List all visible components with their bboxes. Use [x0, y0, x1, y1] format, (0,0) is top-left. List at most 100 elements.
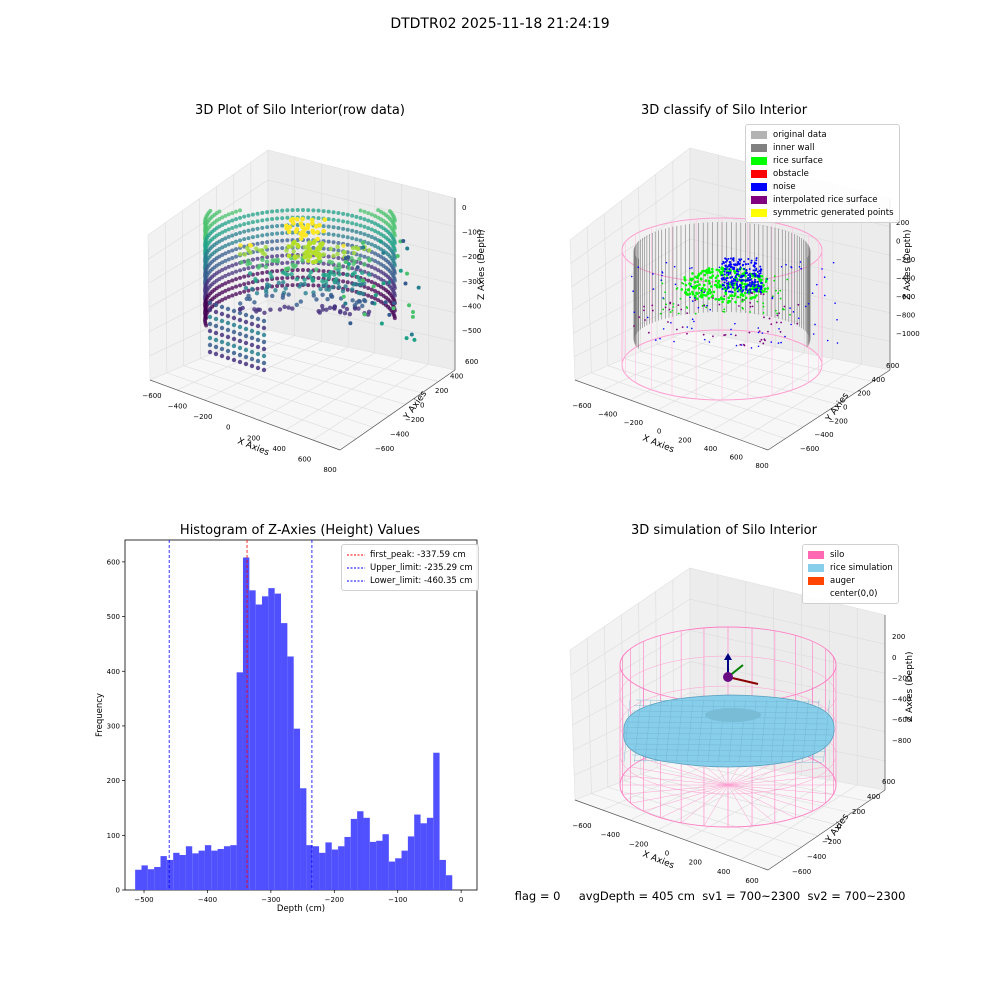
noise-point: [732, 282, 735, 285]
data-point: [351, 261, 356, 267]
noise-point: [734, 322, 736, 325]
legend-swatch: [751, 156, 767, 165]
noise-point: [728, 260, 731, 263]
panel2-zlabel: Z Axies (Depth): [903, 229, 913, 300]
noise-point: [798, 265, 801, 268]
rice-surface-point: [709, 282, 711, 285]
data-point: [270, 224, 275, 229]
histogram-bar: [281, 623, 288, 890]
noise-point: [732, 263, 735, 266]
noise-point: [746, 291, 749, 294]
rice-surface-point: [704, 279, 708, 282]
grid-line: [685, 352, 805, 421]
data-point: [213, 316, 219, 322]
data-point: [255, 271, 260, 276]
data-point: [250, 257, 255, 262]
data-point: [242, 252, 248, 257]
data-point: [231, 315, 237, 321]
noise-point: [836, 318, 838, 321]
data-point: [234, 292, 239, 297]
x-tick-label: 800: [323, 466, 336, 474]
data-point: [230, 233, 235, 238]
rice-surface-point: [727, 296, 731, 300]
data-point: [345, 242, 350, 247]
histogram-bar: [363, 817, 370, 890]
data-point: [242, 289, 247, 294]
z-tick-label: −800: [892, 737, 911, 745]
noise-point: [721, 278, 724, 281]
rice-surface-point: [711, 267, 714, 271]
data-point: [264, 259, 270, 264]
rice-surface-point: [722, 310, 725, 313]
y-tick-label: 600: [465, 358, 478, 366]
noise-point: [729, 290, 732, 293]
data-point: [305, 258, 311, 264]
data-point: [351, 250, 357, 256]
rice-surface-point: [712, 290, 716, 294]
rice-surface-point: [764, 281, 767, 284]
noise-point: [799, 261, 802, 263]
noise-point: [723, 261, 726, 264]
data-point: [223, 213, 228, 218]
data-point: [373, 251, 378, 256]
data-point: [392, 293, 397, 298]
data-point: [261, 325, 267, 331]
rice-surface-point: [700, 277, 703, 281]
y-tick-label: 0: [420, 402, 424, 410]
data-point: [381, 281, 386, 286]
x-tick-label: 0: [226, 424, 230, 432]
rice-mesh-line: [697, 699, 704, 763]
data-point: [280, 292, 286, 298]
histogram-xlabel: Depth (cm): [277, 904, 325, 914]
interpolated-point: [712, 335, 714, 338]
data-point: [275, 231, 280, 236]
rice-surface-point: [689, 277, 692, 281]
noise-point: [740, 274, 743, 277]
interpolated-point: [741, 299, 744, 301]
noise-point: [746, 289, 749, 292]
noise-point: [686, 326, 689, 328]
panel2-classified-points: [630, 222, 839, 349]
data-point: [321, 252, 327, 257]
x-tick-label: 200: [247, 434, 260, 442]
data-point: [270, 239, 275, 244]
rice-mesh-line: [791, 699, 799, 763]
histogram-bar: [338, 846, 345, 890]
data-point: [255, 211, 260, 216]
data-point: [320, 303, 325, 309]
noise-point: [754, 274, 757, 277]
x-tick-label: 0: [665, 850, 669, 858]
interpolated-point: [664, 306, 667, 309]
data-point: [378, 239, 383, 244]
noise-point: [761, 332, 764, 334]
data-point: [237, 310, 243, 316]
legend-line-red: [347, 554, 365, 555]
noise-point: [807, 303, 810, 305]
rice-surface-point: [684, 288, 687, 291]
data-point: [260, 225, 265, 230]
interpolated-point: [764, 339, 766, 342]
noise-point: [748, 272, 751, 275]
histogram-bar: [350, 818, 358, 890]
noise-point: [816, 283, 818, 286]
data-point: [350, 221, 355, 226]
histogram-bar: [293, 728, 301, 890]
noise-point: [721, 284, 724, 287]
data-point: [260, 257, 265, 263]
rice-surface-point: [744, 296, 748, 300]
data-point: [336, 240, 341, 245]
data-point: [346, 266, 352, 271]
interpolated-point: [651, 304, 654, 307]
panel1-point-cloud: [203, 208, 421, 373]
histogram-bar: [300, 788, 307, 890]
data-point: [341, 234, 346, 239]
interpolated-point: [667, 321, 669, 323]
rice-surface-point: [721, 300, 724, 304]
data-point: [242, 214, 247, 219]
noise-point: [743, 260, 746, 263]
noise-point: [755, 259, 758, 262]
noise-point: [800, 267, 802, 270]
data-point: [354, 300, 360, 305]
data-point: [226, 249, 231, 254]
data-point: [219, 325, 225, 331]
